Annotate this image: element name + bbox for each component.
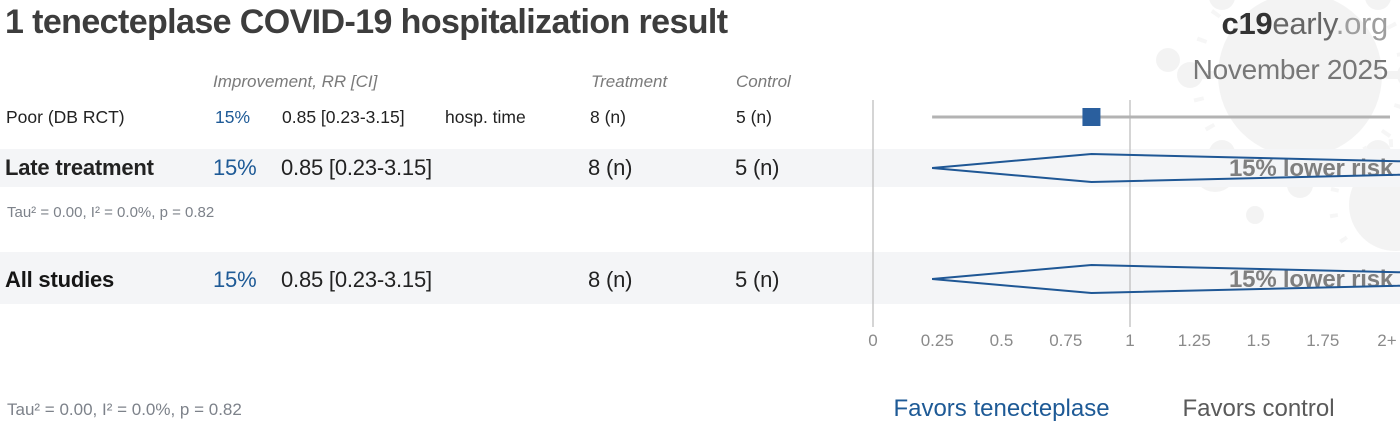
group-label-all-studies: All studies [5,267,115,292]
effect-label-overall: 15% lower risk [1229,266,1393,293]
axis-tick-label: 1.25 [1177,331,1211,350]
axis-tick-label: 0 [868,331,878,350]
axis-tick-label: 1.75 [1306,331,1340,350]
study-rr-ci: 0.85 [0.23-3.15] [282,107,405,127]
favors-treatment-label: Favors tenecteplase [893,395,1110,422]
study-outcome: hosp. time [445,107,526,127]
axis-tick-labels: 0 0.25 0.5 0.75 1 1.25 1.5 1.75 2+ [0,331,1400,351]
group-treatment-n-all: 8 (n) [588,267,633,292]
group-control-n-all: 5 (n) [735,267,780,292]
study-improvement: 15% [215,107,251,127]
group-improvement-late: 15% [213,155,257,180]
column-header-improvement: Improvement, RR [CI] [213,72,378,91]
axis-tick-label: 1.5 [1246,331,1271,350]
axis-tick-label: 1 [1125,331,1135,350]
axis-tick-label: 2+ [1377,331,1397,350]
site-logo-c19: c19 [1221,6,1273,41]
group-treatment-n-late: 8 (n) [588,155,633,180]
column-header-control: Control [736,72,791,91]
study-treatment-n: 8 (n) [590,107,626,127]
column-header-treatment: Treatment [591,72,668,91]
axis-tick-label: 0.5 [989,331,1014,350]
axis-tick-label: 0.75 [1049,331,1083,350]
group-rr-ci-late: 0.85 [0.23-3.15] [281,155,432,180]
group-rr-ci-all: 0.85 [0.23-3.15] [281,267,432,292]
heterogeneity-stats-overall: Tau² = 0.00, I² = 0.0%, p = 0.82 [7,400,242,419]
site-logo[interactable]: c19early.org [1221,6,1389,42]
favors-control-label: Favors control [1182,395,1335,422]
heterogeneity-stats-late: Tau² = 0.00, I² = 0.0%, p = 0.82 [7,204,215,221]
study-label[interactable]: Poor (DB RCT) [6,107,125,127]
group-control-n-late: 5 (n) [735,155,780,180]
study-control-n: 5 (n) [736,107,772,127]
group-label-late-treatment: Late treatment [5,155,154,180]
axis-tick-label: 0.25 [920,331,954,350]
report-date: November 2025 [1192,54,1389,85]
page-title: 1 tenecteplase COVID-19 hospitalization … [5,3,728,41]
group-improvement-all: 15% [213,267,257,292]
effect-label-late: 15% lower risk [1229,155,1393,182]
point-estimate-marker [1082,108,1101,126]
site-logo-org: .org [1335,6,1389,41]
site-logo-early: early [1272,6,1336,41]
